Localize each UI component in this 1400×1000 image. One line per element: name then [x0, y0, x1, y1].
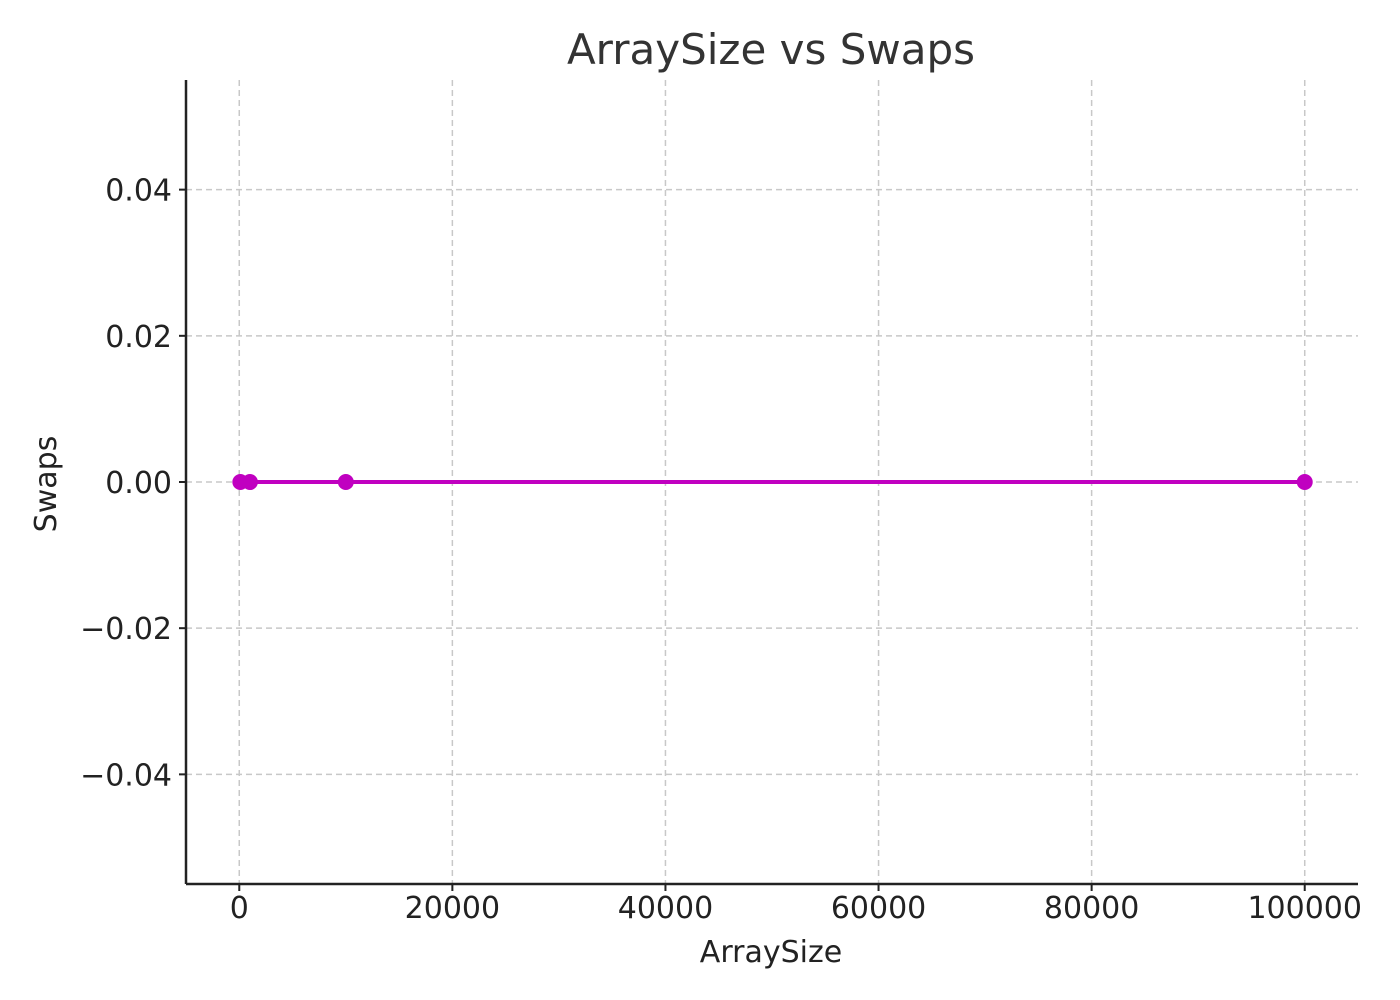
- y-axis-label: Swaps: [29, 436, 64, 533]
- y-tick-label: −0.02: [80, 612, 172, 647]
- y-tick-label: −0.04: [80, 758, 172, 793]
- y-tick-label: 0.02: [105, 320, 172, 355]
- x-tick-label: 80000: [1044, 891, 1139, 926]
- x-tick-label: 60000: [831, 891, 926, 926]
- x-axis-label: ArraySize: [700, 935, 842, 970]
- x-tick-label: 100000: [1247, 891, 1362, 926]
- data-point: [241, 474, 258, 490]
- y-tick-label: 0.04: [105, 174, 172, 209]
- y-tick-label: 0.00: [105, 466, 172, 501]
- x-tick-label: 40000: [618, 891, 713, 926]
- data-point: [1296, 474, 1313, 490]
- chart-title: ArraySize vs Swaps: [567, 25, 975, 74]
- x-tick-label: 20000: [405, 891, 500, 926]
- series: [232, 474, 1313, 490]
- x-tick-label: 0: [230, 891, 249, 926]
- data-point: [337, 474, 354, 490]
- ticks: 0 20000 40000 60000 80000 100000 −0.04 −0.02 0.0…: [80, 174, 1362, 926]
